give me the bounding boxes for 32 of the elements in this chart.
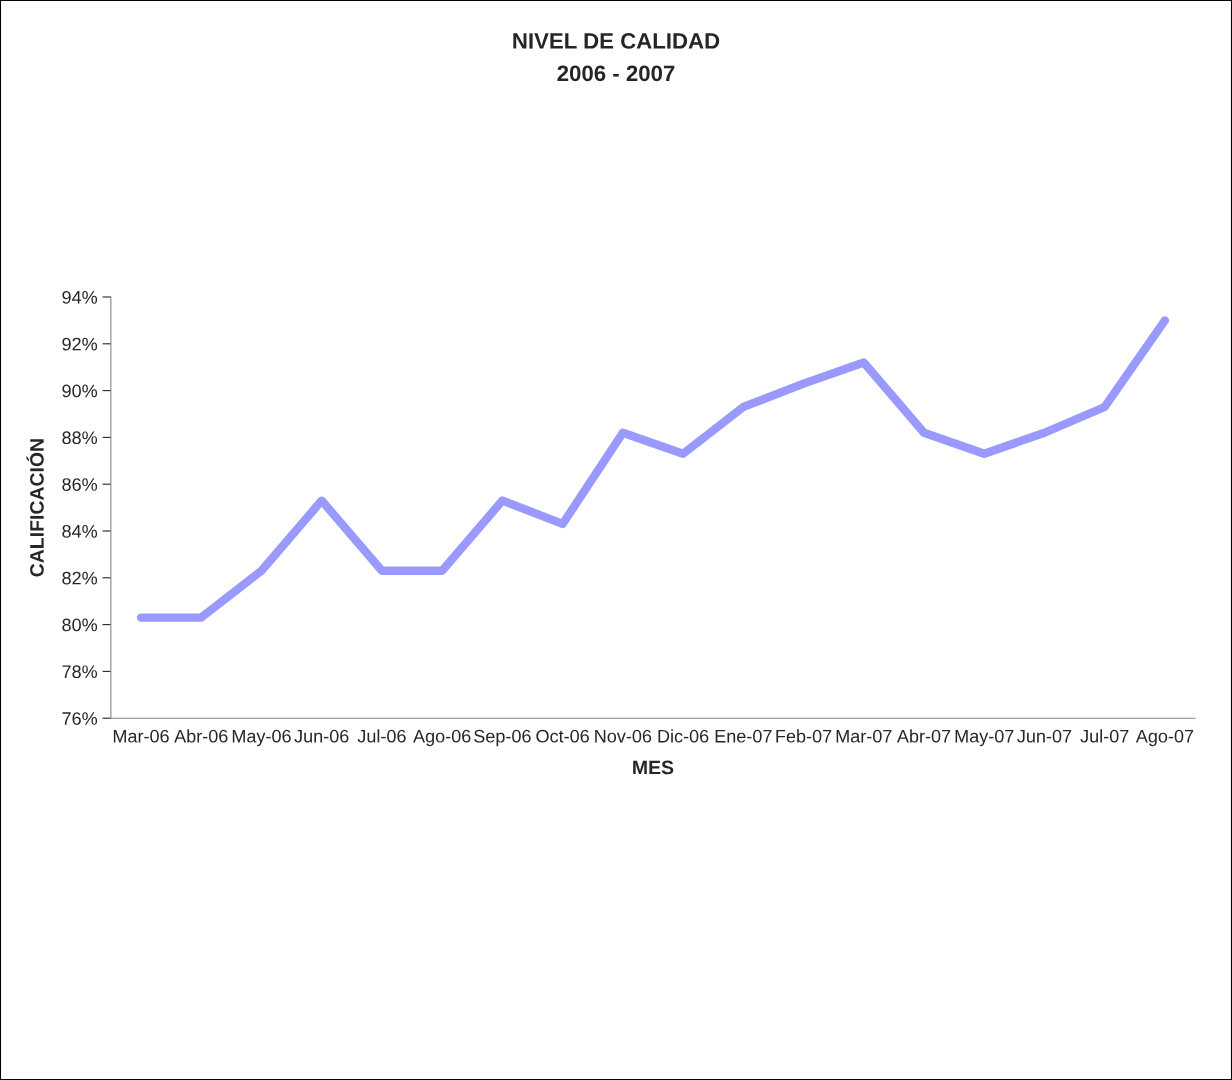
x-tick-label: Oct-06 [536,729,589,743]
x-tick-label: Jul-07 [1080,729,1129,743]
y-tick-label: 90% [62,384,98,398]
y-tick-label: 82% [62,571,98,585]
y-tick-label: 80% [62,618,98,632]
y-tick-label: 94% [62,290,98,304]
x-tick-label: Jul-06 [357,729,406,743]
y-tick-label: 78% [62,665,98,679]
x-tick-label: Ago-06 [413,729,471,747]
x-tick-label: Jun-06 [294,729,349,743]
chart-title: NIVEL DE CALIDAD [513,33,720,49]
x-tick-label: Ago-07 [1135,729,1194,747]
y-tick-label: 92% [62,337,98,351]
x-tick-label: Feb-07 [776,729,832,743]
x-tick-label: Mar-07 [836,729,892,743]
x-tick-label: Dic-06 [658,729,709,743]
x-tick-label: Nov-06 [595,729,652,743]
x-axis-title: MES [633,760,674,775]
x-tick-label: Sep-06 [474,729,531,747]
x-tick-label: Jun-07 [1017,729,1072,743]
x-tick-label: May-06 [232,729,291,747]
y-tick-label: 88% [62,431,98,445]
x-tick-label: Ene-07 [715,729,772,743]
y-tick-label: 86% [62,478,98,491]
x-tick-label: Abr-07 [896,729,951,743]
y-tick-label: 76% [62,712,98,725]
y-axis-title: CALIFICACIÓN [26,439,44,577]
x-tick-label: May-07 [955,729,1014,747]
chart-subtitle: 2006 - 2007 [557,65,675,82]
y-tick-label: 84% [62,524,98,538]
x-tick-label: Abr-06 [174,729,228,743]
x-tick-label: Mar-06 [113,729,169,743]
